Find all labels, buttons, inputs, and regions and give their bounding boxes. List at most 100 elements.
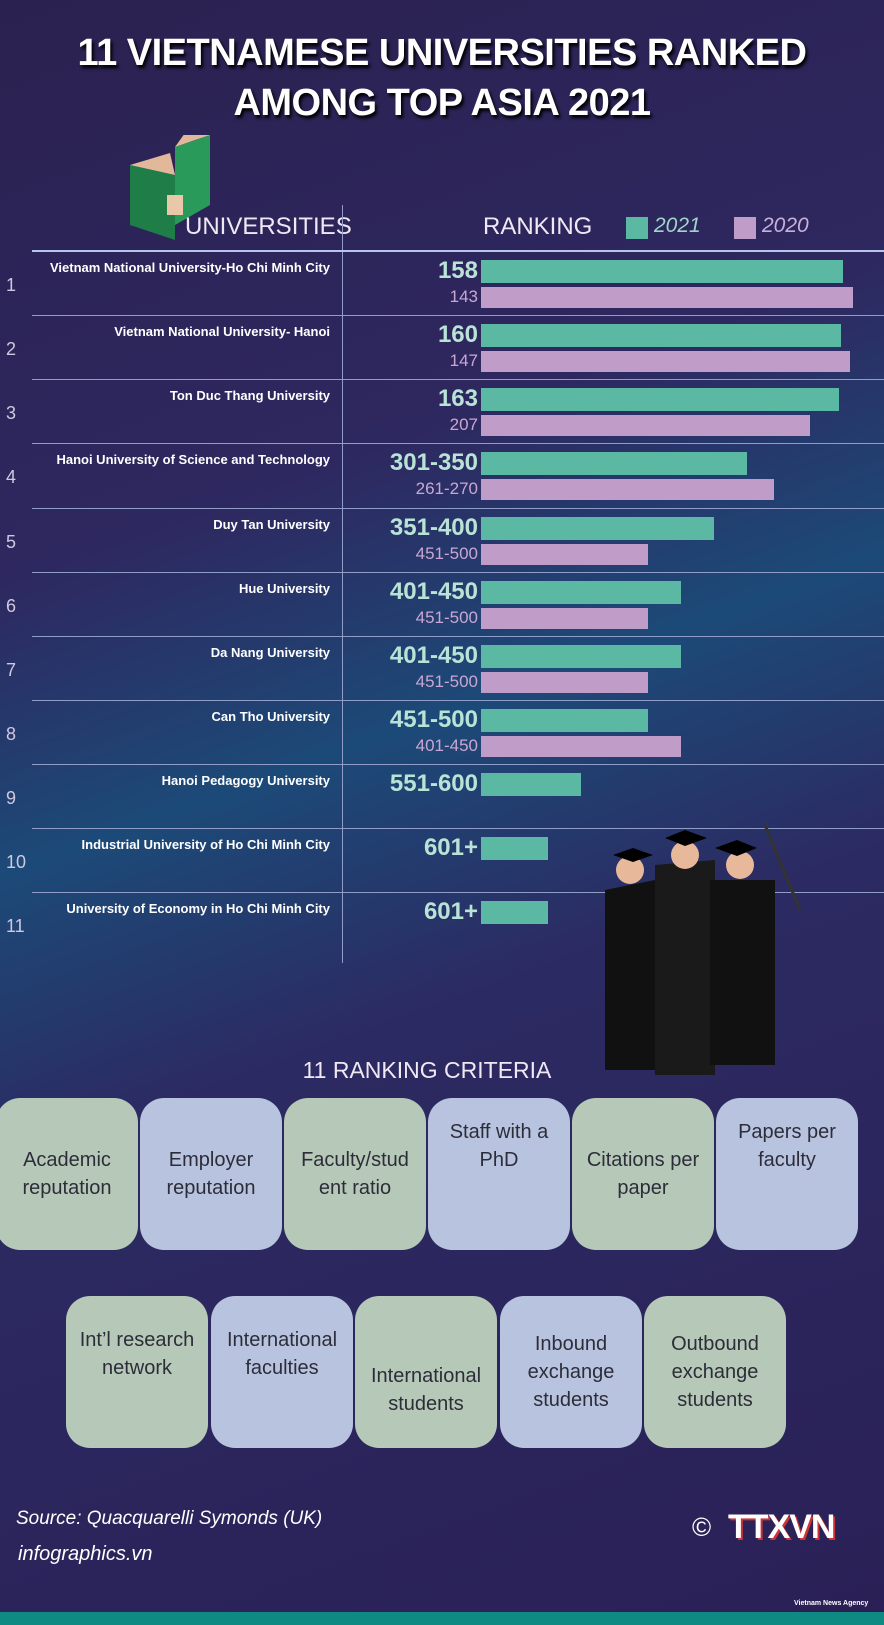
row-number: 3 [6, 403, 17, 423]
bar-2020 [481, 544, 648, 565]
rank-2020-label: 401-450 [415, 736, 478, 755]
criteria-card: Employer reputation [140, 1098, 282, 1250]
university-name: Hue University [238, 581, 330, 596]
university-name: Hanoi University of Science and Technolo… [56, 452, 330, 467]
row-divider [32, 892, 884, 893]
university-name: Da Nang University [210, 645, 330, 660]
row-divider [32, 764, 884, 765]
page-title: 11 VIETNAMESE UNIVERSITIES RANKED AMONG … [0, 28, 884, 128]
row-divider [32, 700, 884, 701]
title-line-2: AMONG TOP ASIA 2021 [233, 82, 651, 124]
university-building-icon [130, 135, 210, 240]
criteria-label: Papers per faculty [738, 1121, 836, 1171]
title-line-1: 11 VIETNAMESE UNIVERSITIES RANKED [77, 32, 807, 74]
criteria-label: Employer reputation [166, 1149, 256, 1199]
row-number: 7 [6, 660, 17, 680]
bar-2020 [481, 479, 774, 500]
row-number: 6 [6, 596, 17, 616]
university-name: Can Tho University [211, 709, 330, 724]
rank-2021-label: 601+ [423, 834, 478, 861]
bar-2020 [481, 608, 648, 629]
criteria-card: Academic reputation [0, 1098, 138, 1250]
criteria-card: Papers per faculty [716, 1098, 858, 1250]
bar-2020 [481, 287, 853, 308]
row-number: 8 [6, 724, 17, 744]
row-number: 4 [6, 467, 17, 487]
logo-subtitle: Vietnam News Agency [794, 1600, 869, 1607]
universities-header: UNIVERSITIES [185, 213, 352, 240]
bar-2021 [481, 388, 839, 411]
criteria-label: Outbound exchange students [671, 1333, 759, 1411]
header-divider [32, 250, 884, 252]
bar-2020 [481, 415, 810, 436]
row-number: 9 [6, 788, 17, 808]
bar-2021 [481, 517, 714, 540]
bar-2021 [481, 837, 548, 860]
rank-2020-label: 451-500 [415, 672, 478, 691]
legend-label-2021: 2021 [654, 214, 701, 237]
rank-2021-label: 551-600 [389, 770, 478, 797]
criteria-title: 11 RANKING CRITERIA [302, 1057, 552, 1083]
row-divider [32, 379, 884, 380]
rank-2020-label: 451-500 [415, 544, 478, 563]
criteria-label: Academic reputation [22, 1149, 112, 1199]
university-name: Hanoi Pedagogy University [161, 773, 330, 788]
legend-label-2020: 2020 [762, 214, 809, 237]
bar-2021 [481, 581, 681, 604]
bar-2021 [481, 260, 843, 283]
university-name: University of Economy in Ho Chi Minh Cit… [66, 901, 330, 916]
graduates-illustration [605, 824, 802, 1075]
rank-2020-label: 451-500 [415, 608, 478, 627]
rank-2020-label: 143 [449, 287, 478, 306]
row-number: 2 [6, 339, 17, 359]
rank-2021-label: 351-400 [389, 514, 478, 541]
row-divider [32, 636, 884, 637]
ttxvn-logo: TTXVN [728, 1508, 835, 1546]
criteria-card: Outbound exchange students [644, 1296, 786, 1448]
site-link[interactable]: infographics.vn [18, 1543, 153, 1565]
criteria-card: Staff with a PhD [428, 1098, 570, 1250]
criteria-label: Citations per paper [586, 1149, 700, 1199]
rank-2021-label: 401-450 [389, 578, 478, 605]
criteria-card: International students [355, 1296, 497, 1448]
bar-2020 [481, 351, 850, 372]
criteria-card: Citations per paper [572, 1098, 714, 1250]
bar-2020 [481, 672, 648, 693]
bar-2021 [481, 901, 548, 924]
footer-bar [0, 1612, 884, 1625]
rank-2021-label: 401-450 [389, 642, 478, 669]
rank-2021-label: 163 [437, 385, 478, 412]
university-name: Duy Tan University [213, 517, 330, 532]
row-divider [32, 443, 884, 444]
rank-2020-label: 261-270 [415, 479, 478, 498]
bar-2021 [481, 709, 648, 732]
bar-2021 [481, 645, 681, 668]
column-divider [342, 205, 343, 963]
rank-2021-label: 601+ [423, 898, 478, 925]
criteria-card: Faculty/stud ent ratio [284, 1098, 426, 1250]
row-divider [32, 508, 884, 509]
rank-2021-label: 158 [437, 257, 478, 284]
criteria-label: Int’l research network [79, 1329, 195, 1379]
row-divider [32, 315, 884, 316]
legend-swatch-2020 [734, 217, 756, 239]
criteria-card: International faculties [211, 1296, 353, 1448]
criteria-card: Inbound exchange students [500, 1296, 642, 1448]
source-note: Source: Quacquarelli Symonds (UK) [16, 1508, 323, 1529]
copyright-icon: © [692, 1512, 712, 1542]
bar-2021 [481, 452, 747, 475]
rank-2021-label: 301-350 [389, 449, 478, 476]
criteria-label: Faculty/stud ent ratio [301, 1149, 409, 1199]
criteria-label: Inbound exchange students [527, 1333, 615, 1411]
rank-2021-label: 160 [437, 321, 478, 348]
bar-2021 [481, 324, 841, 347]
bar-2021 [481, 773, 581, 796]
row-number: 1 [6, 275, 17, 295]
legend-swatch-2021 [626, 217, 648, 239]
rank-2020-label: 207 [449, 415, 478, 434]
bar-2020 [481, 736, 681, 757]
rank-2021-label: 451-500 [389, 706, 478, 733]
criteria-card: Int’l research network [66, 1296, 208, 1448]
row-divider [32, 572, 884, 573]
row-number: 10 [6, 852, 27, 872]
